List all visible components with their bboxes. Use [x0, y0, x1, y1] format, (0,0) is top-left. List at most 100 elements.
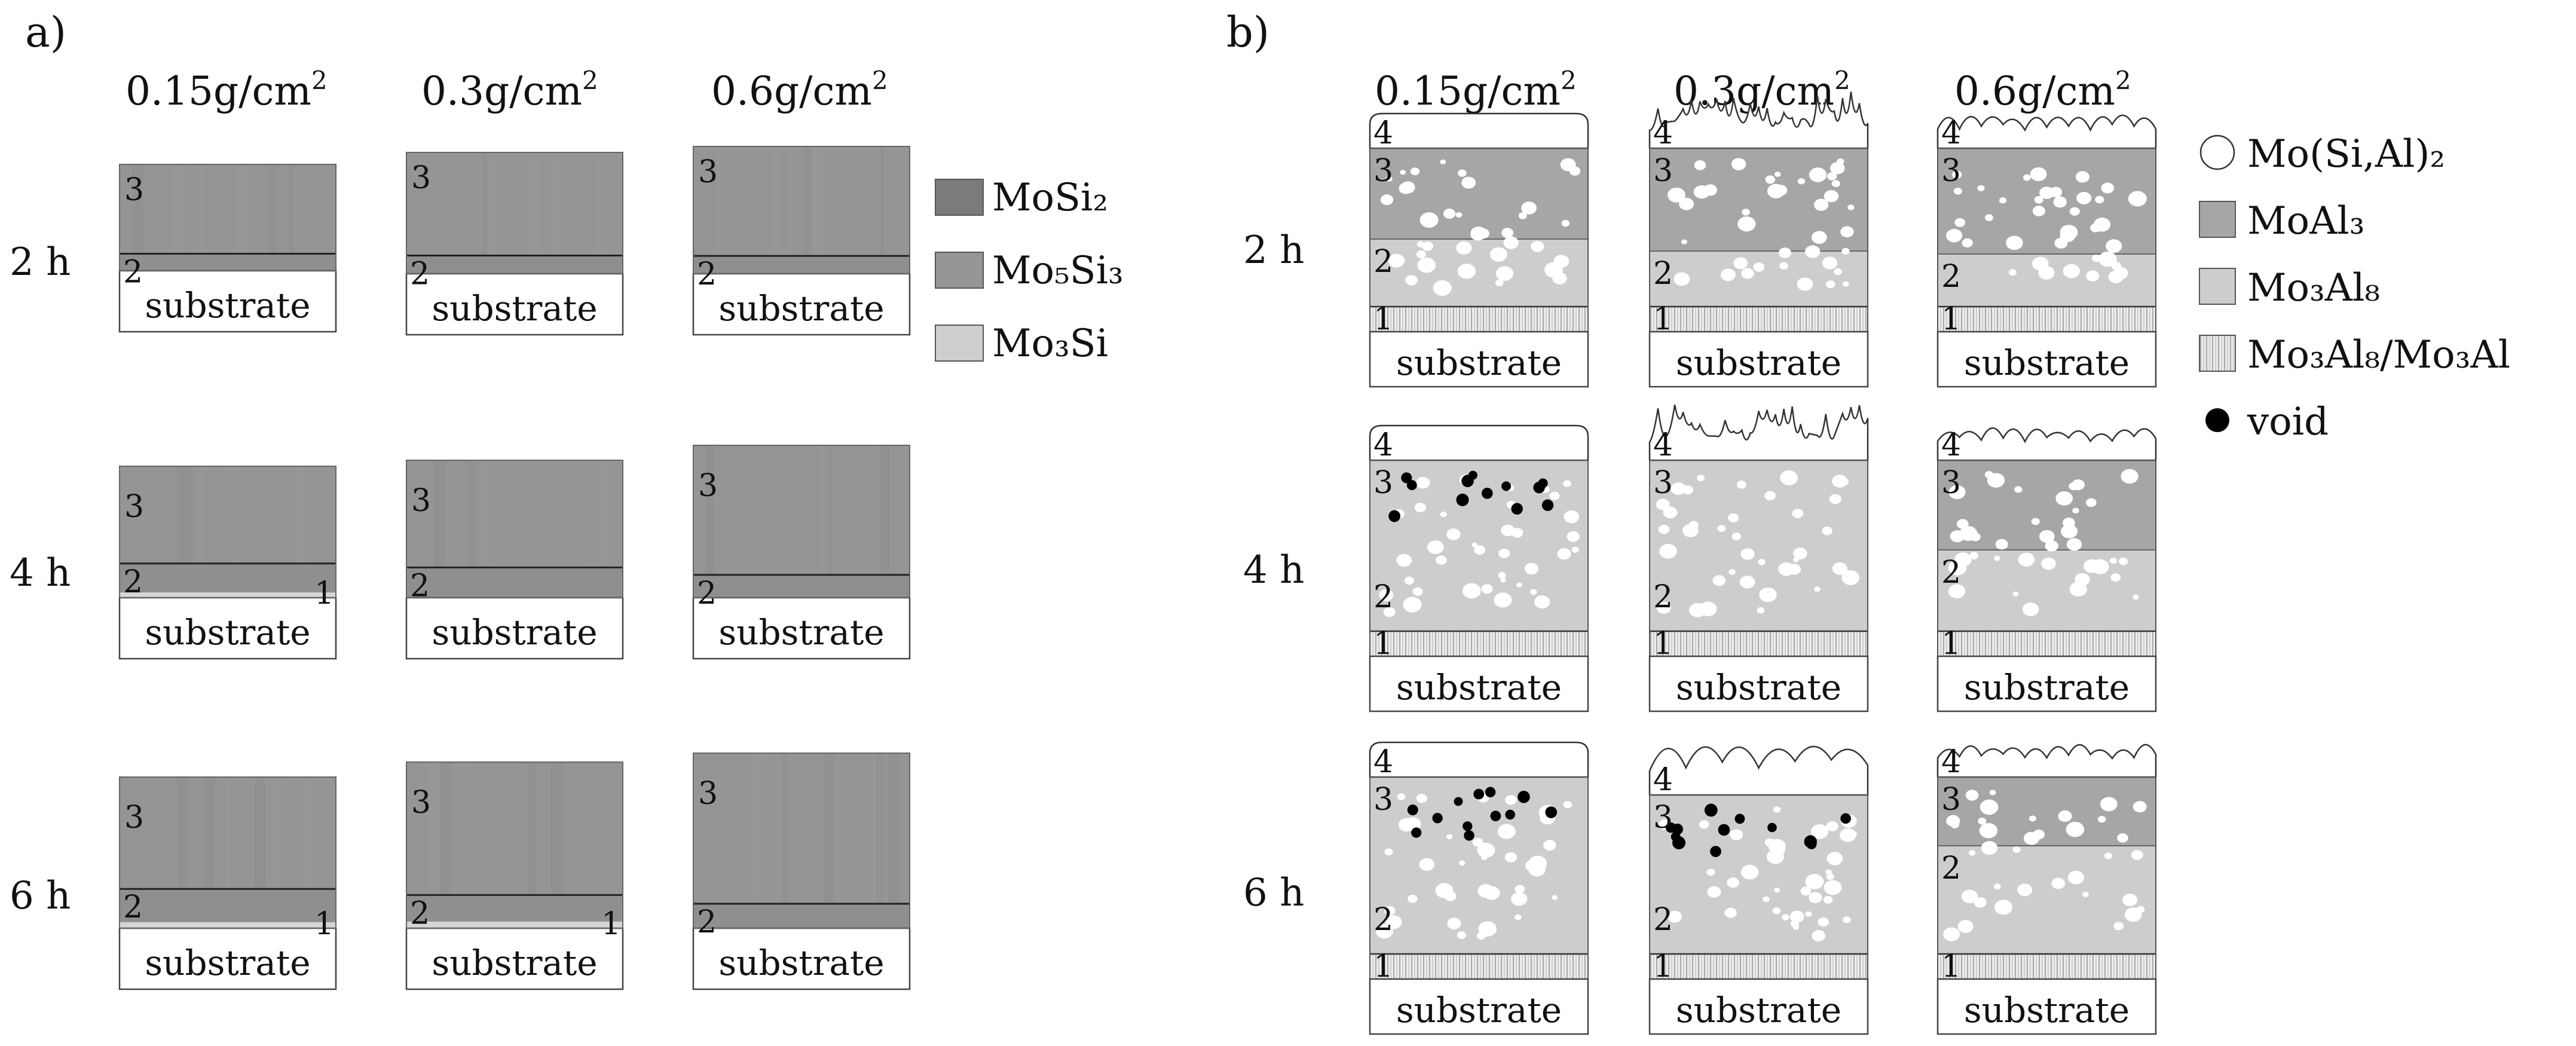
- particle-mo-si-al-2: [1489, 247, 1507, 262]
- texture-streak: [176, 466, 188, 564]
- particle-mo-si-al-2: [1792, 509, 1804, 518]
- void-dot: [1454, 797, 1463, 806]
- coating-outline: [406, 761, 623, 929]
- particle-mo-si-al-2: [2128, 191, 2147, 207]
- void-dot: [1511, 503, 1523, 515]
- particle-mo-si-al-2: [2051, 877, 2066, 889]
- particle-mo-si-al-2: [1474, 545, 1486, 555]
- particle-mo-si-al-2: [1694, 160, 1706, 170]
- particle-mo-si-al-2: [1561, 219, 1570, 227]
- particle-mo-si-al-2: [1999, 197, 2007, 204]
- texture-streak: [827, 445, 832, 575]
- particle-mo-si-al-2: [1739, 576, 1755, 589]
- particle-mo-si-al-2: [1501, 228, 1514, 238]
- legend-label: Mo₃Si: [992, 322, 1108, 366]
- particle-mo-si-al-2: [1764, 491, 1776, 501]
- substrate-box: [1369, 978, 1589, 1035]
- void-dot: [1541, 499, 1554, 511]
- particle-mo-si-al-2: [1396, 553, 1412, 567]
- panel-b-column-headers: 0.15g/cm2 0.3g/cm2 0.6g/cm2: [1375, 66, 2131, 114]
- particle-mo-si-al-2: [1778, 562, 1795, 576]
- layer-number-1: 1: [601, 906, 621, 942]
- void-dot: [1401, 472, 1412, 484]
- layer-2-mo5si3: [693, 903, 910, 929]
- coating-outline: [406, 152, 623, 274]
- particle-mo-si-al-2: [1841, 570, 1860, 585]
- particle-mo-si-al-2: [1728, 569, 1736, 575]
- particle-mo-si-al-2: [1397, 793, 1406, 800]
- panel-a-legend-item-1: MoSi₂: [935, 176, 1108, 220]
- panel-a-row-label-2: 4 h: [10, 551, 71, 595]
- layer-number-2: 2: [1941, 851, 1961, 886]
- substrate-label: substrate: [1964, 342, 2130, 383]
- particle-mo-si-al-2: [1797, 178, 1806, 185]
- legend-label: Mo₅Si₃: [992, 249, 1124, 293]
- particle-mo-si-al-2: [1419, 858, 1435, 871]
- panel-b-cell-r2-c3: substrate 43 2 1: [1936, 427, 2157, 712]
- layer-number-4: 4: [1941, 427, 1961, 463]
- panel-a-col-header-3: 0.6g/cm2: [711, 66, 888, 114]
- substrate-label: substrate: [1396, 667, 1562, 708]
- particle-mo-si-al-2: [2031, 518, 2040, 525]
- particle-mo-si-al-2: [1656, 601, 1671, 614]
- particle-mo-si-al-2: [1531, 241, 1544, 252]
- particle-mo-si-al-2: [1458, 860, 1466, 866]
- void-dot: [1840, 813, 1851, 824]
- layer-number-2: 2: [1941, 259, 1961, 295]
- particle-mo-si-al-2: [2093, 218, 2111, 232]
- particle-mo-si-al-2: [2014, 486, 2023, 493]
- void-dot: [1490, 811, 1501, 822]
- layer-4-top-cap: [1648, 91, 1869, 149]
- particle-mo-si-al-2: [2006, 235, 2023, 250]
- particle-mo-si-al-2: [1961, 889, 1978, 904]
- layer-number-3: 3: [1653, 465, 1673, 501]
- texture-streak: [771, 146, 781, 256]
- panel-b-legend-item-5: void: [2205, 400, 2329, 444]
- particle-mo-si-al-2: [1968, 850, 1976, 856]
- particle-mo-si-al-2: [1707, 886, 1721, 898]
- texture-streak: [529, 152, 541, 256]
- layer-number-1: 1: [1941, 626, 1961, 662]
- texture-streak: [195, 164, 205, 254]
- particle-mo-si-al-2: [2101, 182, 2115, 194]
- layer-number-1: 1: [314, 906, 334, 942]
- particle-mo-si-al-2: [1524, 562, 1538, 575]
- layer-number-2: 2: [1373, 902, 1393, 938]
- particle-mo-si-al-2: [1706, 868, 1715, 876]
- void-dot: [1407, 805, 1418, 816]
- substrate-box: [405, 273, 624, 336]
- texture-streak: [573, 152, 579, 256]
- particle-mo-si-al-2: [1720, 268, 1736, 282]
- particle-mo-si-al-2: [1772, 907, 1781, 915]
- layer-4-top-cap: [1648, 404, 1869, 461]
- layer-3-mosi2: [693, 753, 910, 904]
- layer-number-4: 4: [1373, 115, 1393, 151]
- particle-mo-si-al-2: [2075, 171, 2089, 183]
- particle-mo-si-al-2: [1840, 226, 1854, 238]
- particle-mo-si-al-2: [1663, 506, 1678, 519]
- particle-mo-si-al-2: [2023, 831, 2040, 845]
- layer-1-mo3al8-mo3al: [1650, 631, 1868, 656]
- layer-number-2: 2: [697, 904, 717, 940]
- texture-streak: [705, 445, 715, 575]
- texture-streak: [203, 777, 215, 889]
- particle-mo-si-al-2: [1759, 587, 1777, 602]
- panel-a-cell-r1-c3: substrate 3 2: [692, 146, 911, 336]
- void-dot: [1406, 480, 1417, 491]
- layer-3-mosi2: [406, 762, 623, 895]
- particle-mo-si-al-2: [2132, 594, 2139, 600]
- panel-a-col-header-1: 0.15g/cm2: [126, 66, 328, 114]
- particle-mo-si-al-2: [1549, 491, 1560, 500]
- texture-streak: [466, 460, 476, 568]
- particle-mo-si-al-2: [1494, 592, 1512, 608]
- particle-mo-si-al-2: [1384, 848, 1393, 856]
- texture-streak: [231, 466, 239, 564]
- particle-mo-si-al-2: [1471, 542, 1478, 548]
- particle-mo-si-al-2: [1984, 214, 1993, 221]
- layer-1-mo3si: [406, 921, 623, 928]
- panel-a-cell-r2-c3: substrate 3 2: [692, 445, 911, 660]
- substrate-label: substrate: [718, 288, 884, 329]
- particle-mo-si-al-2: [1839, 828, 1856, 842]
- particle-mo-si-al-2: [2058, 810, 2072, 822]
- particle-mo-si-al-2: [1736, 481, 1746, 489]
